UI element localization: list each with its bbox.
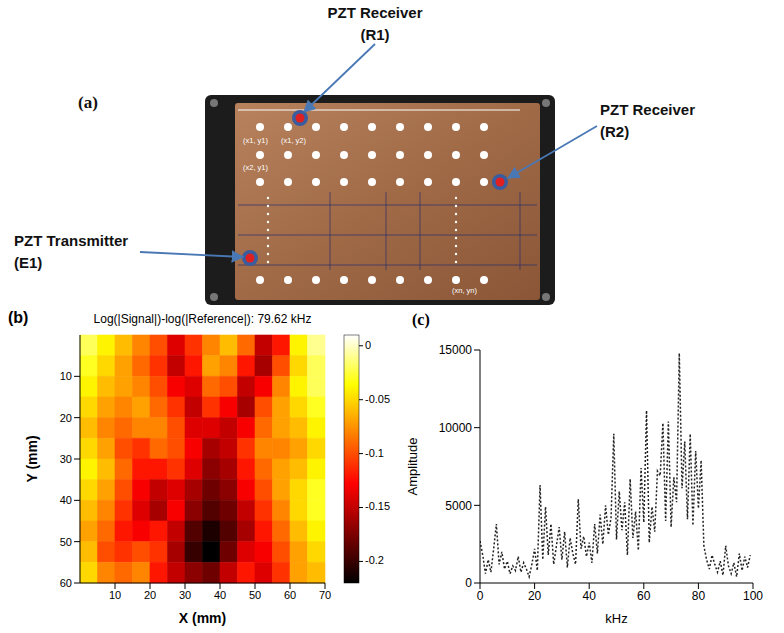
svg-text:0: 0 (465, 576, 472, 590)
svg-text:-0.05: -0.05 (365, 393, 390, 405)
svg-text:-0.2: -0.2 (365, 554, 384, 566)
svg-text:60: 60 (637, 589, 651, 603)
svg-text:10: 10 (109, 589, 121, 601)
svg-text:20: 20 (528, 589, 542, 603)
svg-text:(R2): (R2) (600, 123, 629, 140)
svg-text:(E1): (E1) (14, 254, 42, 271)
html-text:(c): (c) (412, 311, 430, 328)
svg-text:(x1, y2): (x1, y2) (281, 136, 307, 145)
svg-text:80: 80 (692, 589, 706, 603)
svg-text:PZT Receiver: PZT Receiver (600, 101, 695, 118)
html-text:(b): (b) (8, 309, 29, 326)
svg-text:(xn, yn): (xn, yn) (452, 286, 478, 295)
svg-text:40: 40 (214, 589, 226, 601)
svg-text:20: 20 (144, 589, 156, 601)
svg-text:100: 100 (743, 589, 763, 603)
svg-text:PZT Receiver: PZT Receiver (327, 4, 422, 21)
svg-text:20: 20 (60, 412, 72, 424)
svg-text:15000: 15000 (439, 343, 473, 357)
svg-text:(x2, y1): (x2, y1) (243, 163, 269, 172)
svg-text:5000: 5000 (445, 499, 472, 513)
svg-text:PZT Transmitter: PZT Transmitter (14, 232, 128, 249)
svg-text:60: 60 (60, 577, 72, 589)
svg-text:0: 0 (365, 339, 371, 351)
svg-text:(x1, y1): (x1, y1) (243, 136, 269, 145)
svg-text:-0.15: -0.15 (365, 500, 390, 512)
svg-text:Amplitude: Amplitude (405, 438, 420, 496)
svg-text:0: 0 (477, 589, 484, 603)
svg-text:50: 50 (60, 536, 72, 548)
svg-text:50: 50 (249, 589, 261, 601)
svg-text:30: 30 (60, 453, 72, 465)
svg-text:10: 10 (60, 370, 72, 382)
html-text:Log(|Signal|)-log(|Reference|): Log(|Signal|)-log(|Reference|): 79.62 kH… (93, 312, 312, 326)
svg-text:70: 70 (319, 589, 331, 601)
svg-text:Y (mm): Y (mm) (25, 435, 40, 482)
svg-text:30: 30 (179, 589, 191, 601)
svg-text:kHz: kHz (605, 611, 627, 626)
svg-text:40: 40 (583, 589, 597, 603)
svg-text:(a): (a) (78, 93, 98, 112)
svg-text:-0.1: -0.1 (365, 447, 384, 459)
svg-text:60: 60 (284, 589, 296, 601)
svg-text:(R1): (R1) (360, 26, 389, 43)
svg-text:X (mm): X (mm) (179, 610, 226, 626)
svg-text:10000: 10000 (439, 421, 473, 435)
svg-text:40: 40 (60, 494, 72, 506)
